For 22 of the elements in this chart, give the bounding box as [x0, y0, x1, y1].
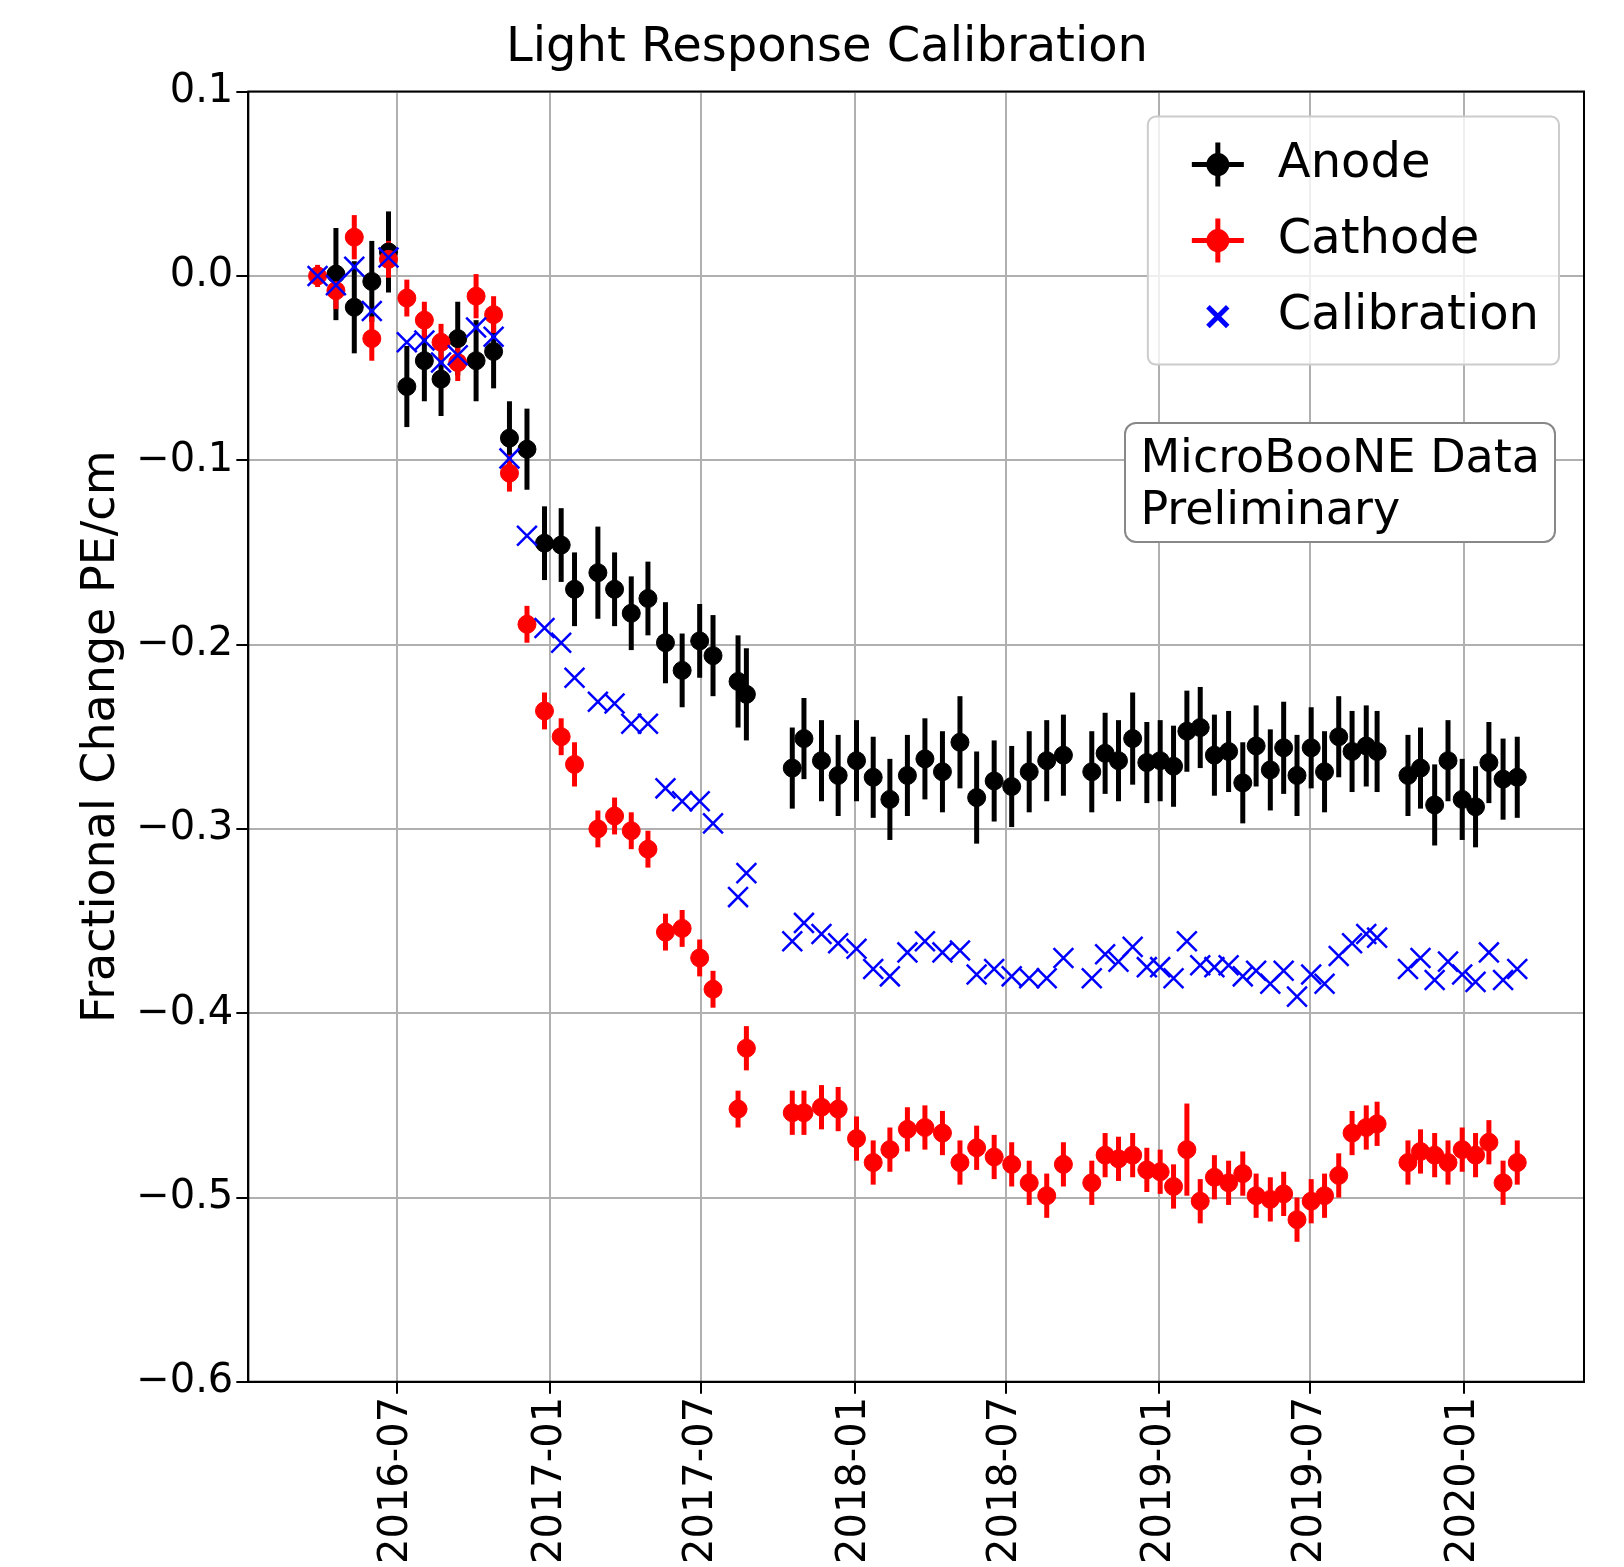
legend-label: Cathode	[1277, 208, 1480, 265]
y-tick-label: 0.1	[169, 64, 234, 111]
y-tick-label: −0.3	[136, 802, 234, 849]
y-tick-label: −0.4	[136, 986, 234, 1033]
y-tick-label: 0.0	[169, 249, 234, 296]
y-tick-label: −0.1	[136, 433, 234, 480]
y-axis-title: Fractional Change PE/cm	[70, 450, 125, 1023]
x-tick-label: 2016-07	[370, 1396, 417, 1565]
x-tick-label: 2019-01	[1132, 1396, 1179, 1565]
chart-title: Light Response Calibration	[506, 16, 1148, 73]
x-tick-label: 2018-01	[828, 1396, 875, 1565]
legend-label: Anode	[1277, 132, 1431, 189]
x-tick-label: 2020-01	[1437, 1396, 1484, 1565]
x-tick-label: 2019-07	[1283, 1396, 1330, 1565]
x-tick-label: 2017-01	[523, 1396, 570, 1565]
y-tick-label: −0.6	[136, 1355, 234, 1402]
y-tick-label: −0.2	[136, 617, 234, 664]
x-tick-label: 2018-07	[979, 1396, 1026, 1565]
legend-label: Calibration	[1277, 284, 1540, 341]
x-tick-label: 2017-07	[674, 1396, 721, 1565]
annotation: MicroBooNE Data Preliminary	[1124, 421, 1556, 544]
y-tick-label: −0.5	[136, 1170, 234, 1217]
